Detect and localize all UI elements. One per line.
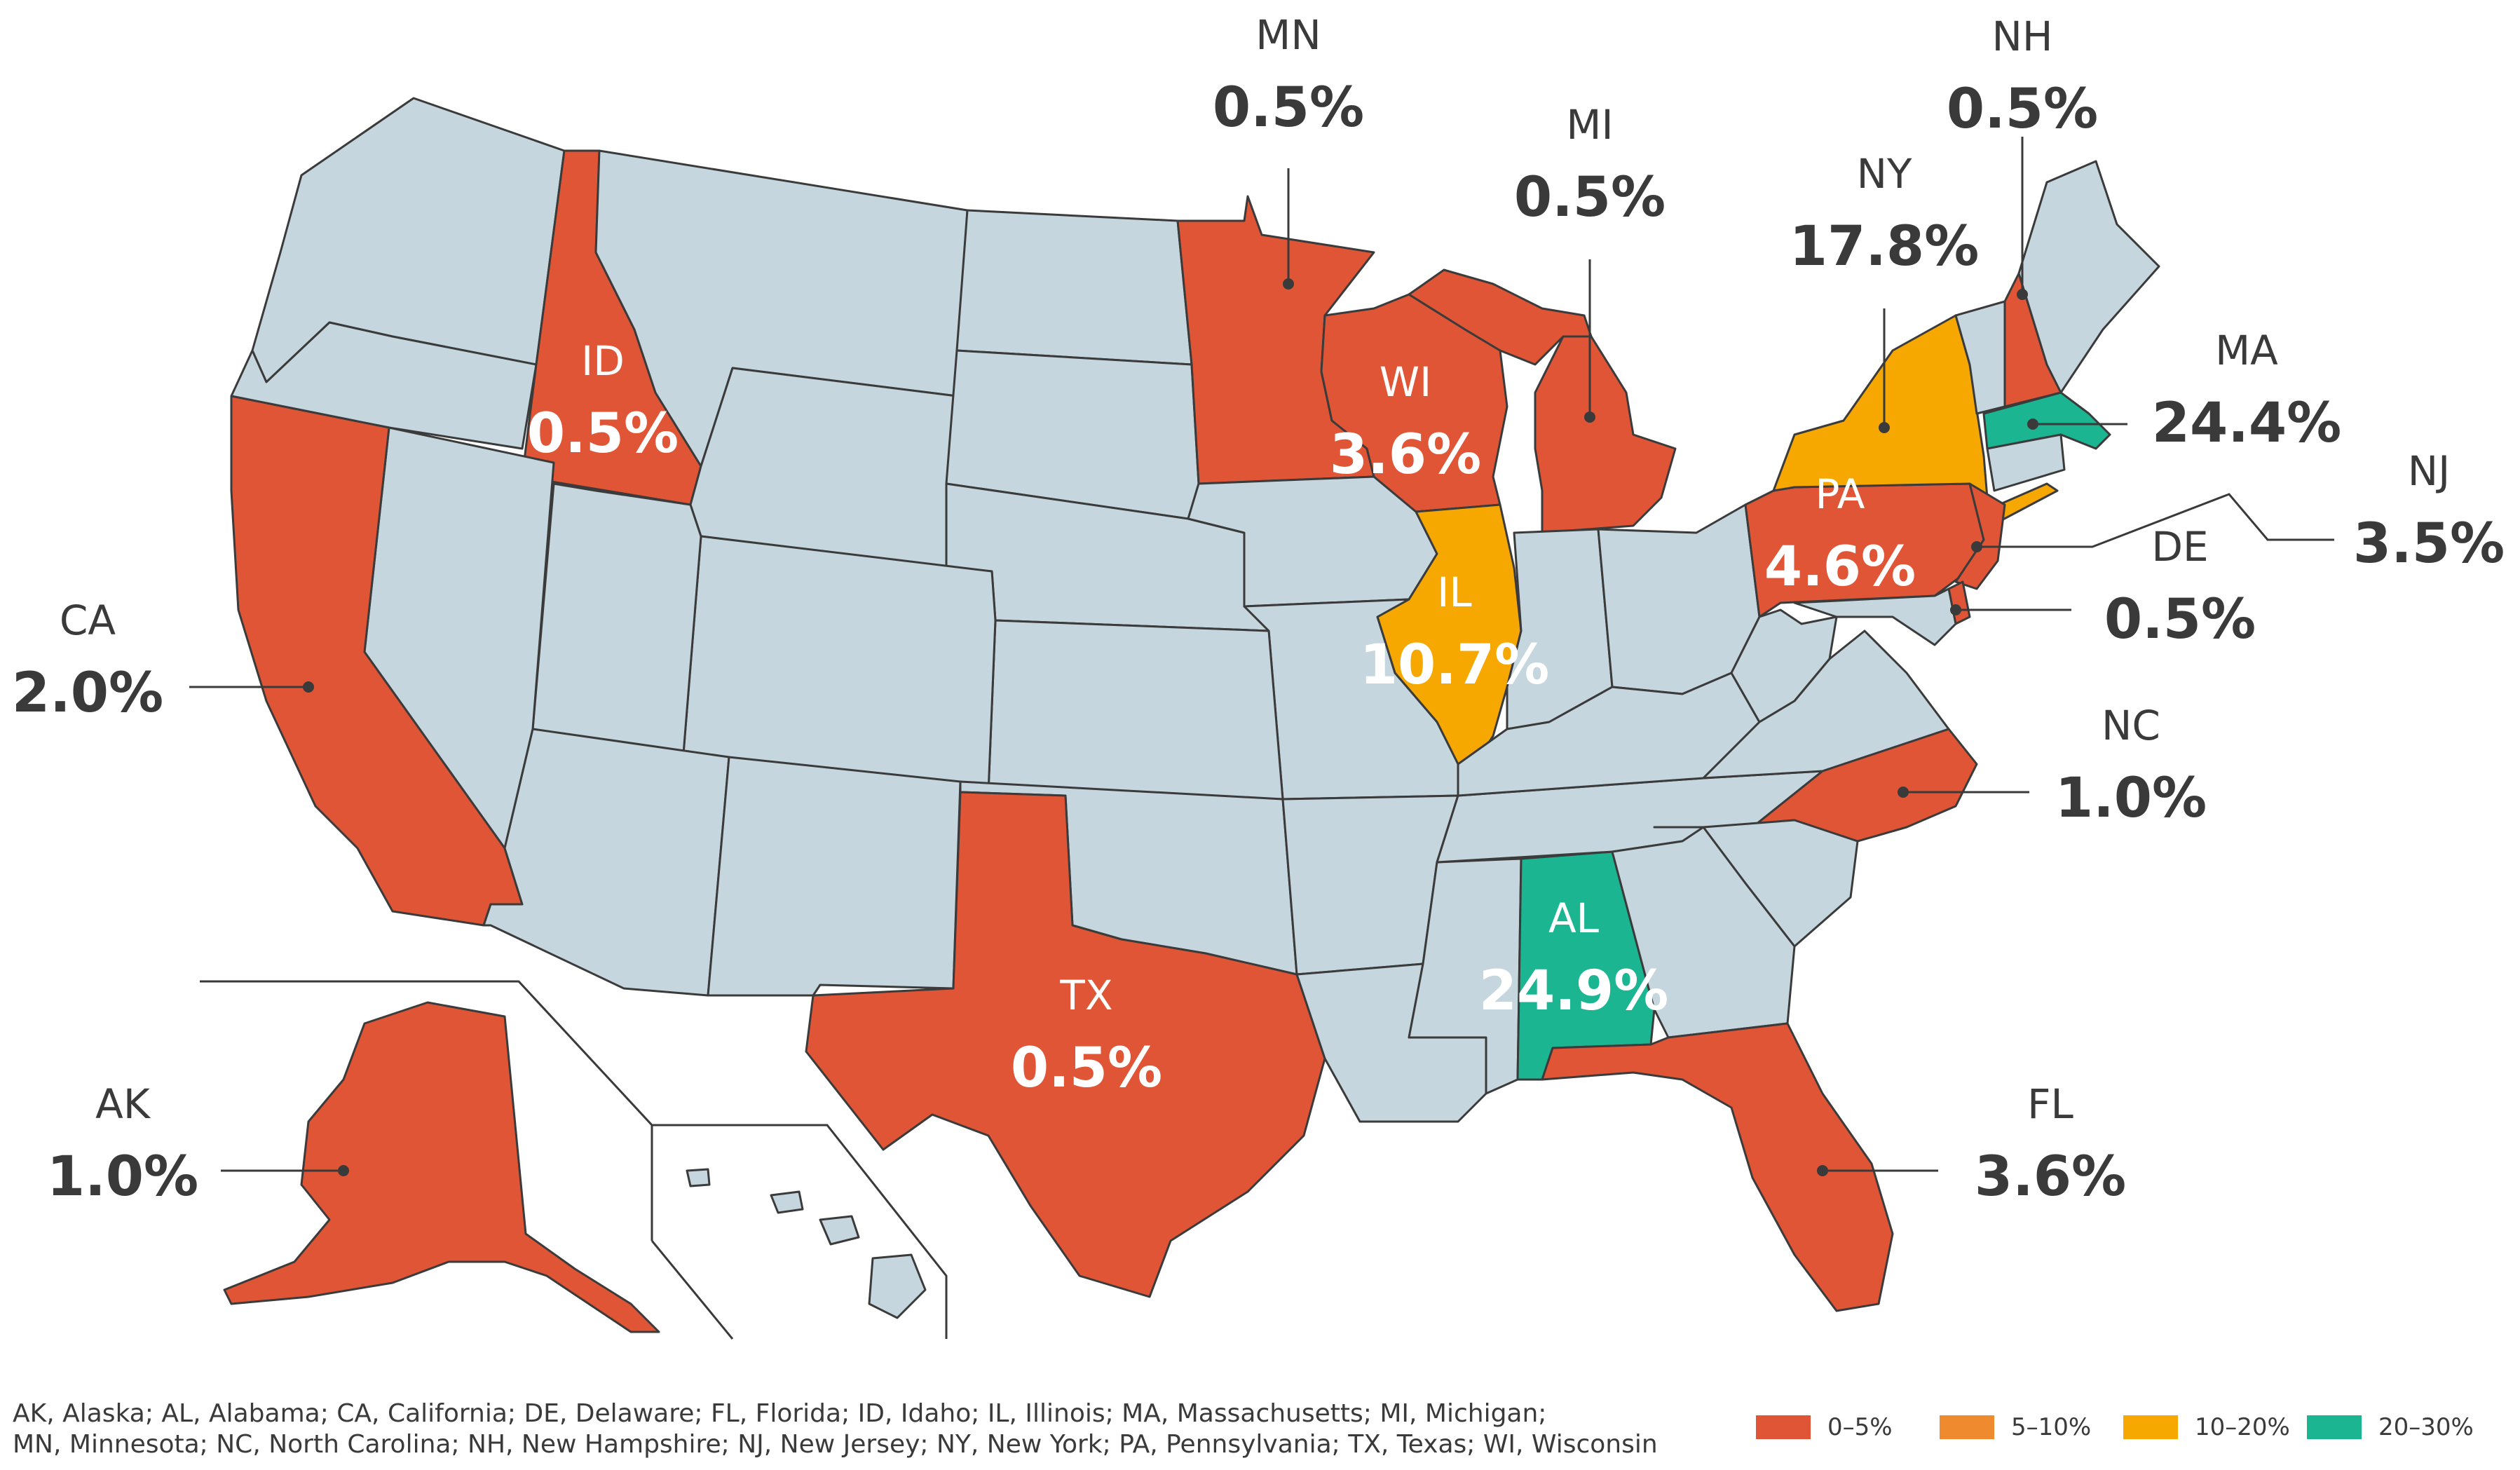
label-abbr-ak: AK [95,1080,151,1128]
label-value-nc: 1.0% [2055,767,2207,830]
state-florida[interactable] [1541,1022,1894,1312]
label-abbr-pa: PA [1816,470,1865,518]
legend-label-0-5: 0–5% [1827,1413,1893,1441]
state-hawaii-oahu [770,1190,804,1214]
state-michigan[interactable] [1534,335,1677,534]
footnote-line-2: MN, Minnesota; NC, North Carolina; NH, N… [13,1430,1658,1459]
state-vermont [1954,300,2006,415]
state-new-mexico [707,756,962,997]
label-abbr-mi: MI [1566,101,1613,149]
state-kentucky [1457,672,1761,797]
legend-swatch-5-10 [1940,1415,1994,1439]
alaska-inset-frame [200,980,653,1241]
state-colorado [682,535,997,794]
label-value-il: 10.7% [1360,634,1550,697]
legend-label-20-30: 20–30% [2378,1413,2474,1441]
label-value-mn: 0.5% [1213,76,1364,139]
state-maryland [1793,587,1957,646]
label-abbr-tx: TX [1059,972,1112,1019]
label-abbr-mn: MN [1255,11,1321,59]
label-value-ma: 24.4% [2152,392,2342,455]
label-abbr-de: DE [2151,523,2208,571]
state-hawaii-maui [819,1215,860,1246]
label-value-pa: 4.6% [1764,536,1916,599]
state-wyoming [689,367,958,569]
label-value-nh: 0.5% [1947,78,2098,141]
label-value-tx: 0.5% [1011,1037,1162,1100]
label-abbr-nj: NJ [2408,447,2451,495]
legend-item-20-30: 20–30% [2307,1413,2491,1441]
legend-label-10-20: 10–20% [2195,1413,2290,1441]
label-abbr-nh: NH [1992,13,2053,60]
label-abbr-id: ID [581,337,625,385]
state-hawaii-kauai [686,1168,711,1187]
state-michigan-up [1408,268,1593,366]
legend-label-5-10: 5–10% [2011,1413,2092,1441]
legend-swatch-0-5 [1756,1415,1811,1439]
state-north-dakota [955,209,1193,366]
label-value-wi: 3.6% [1330,423,1481,486]
footnote-line-1: AK, Alaska; AL, Alabama; CA, California;… [13,1399,1547,1428]
legend-item-10-20: 10–20% [2123,1413,2307,1441]
label-value-al: 24.9% [1479,960,1669,1023]
label-abbr-fl: FL [2027,1080,2073,1128]
legend-swatch-20-30 [2307,1415,2362,1439]
label-abbr-ma: MA [2215,327,2278,374]
label-value-id: 0.5% [527,402,679,465]
label-abbr-il: IL [1437,569,1471,616]
state-connecticut [1986,433,2066,492]
hawaii-inset-frame [652,1124,948,1339]
state-wisconsin[interactable] [1320,293,1508,513]
label-value-fl: 3.6% [1975,1145,2126,1209]
state-maine [2017,160,2160,394]
state-new-york[interactable] [1772,314,1989,506]
label-value-mi: 0.5% [1514,166,1666,229]
label-abbr-wi: WI [1380,358,1431,406]
abbreviation-footnote: AK, Alaska; AL, Alabama; CA, California;… [13,1398,1695,1460]
label-value-ak: 1.0% [47,1145,198,1209]
state-kansas [987,619,1284,801]
label-value-ny: 17.8% [1790,215,1980,278]
label-abbr-nc: NC [2102,702,2160,749]
state-california[interactable] [230,395,524,927]
state-new-jersey[interactable] [1954,482,2006,590]
state-alaska[interactable] [223,1001,660,1333]
state-utah [531,482,702,755]
legend-swatch-10-20 [2123,1415,2178,1439]
alaska-inset-frame-bottom [651,1240,734,1340]
label-value-ca: 2.0% [12,662,163,725]
leader-lines [189,137,2334,1176]
state-georgia [1611,826,1796,1039]
label-value-de: 0.5% [2104,588,2256,651]
label-value-nj: 3.5% [2353,512,2505,576]
map-legend: 0–5% 5–10% 10–20% 20–30% [1756,1413,2491,1441]
legend-item-0-5: 0–5% [1756,1413,1940,1441]
state-hawaii-big [868,1253,927,1319]
label-abbr-al: AL [1548,894,1599,942]
label-abbr-ca: CA [60,597,116,644]
legend-item-5-10: 5–10% [1940,1413,2123,1441]
state-texas[interactable] [805,791,1326,1298]
label-abbr-ny: NY [1857,150,1912,198]
